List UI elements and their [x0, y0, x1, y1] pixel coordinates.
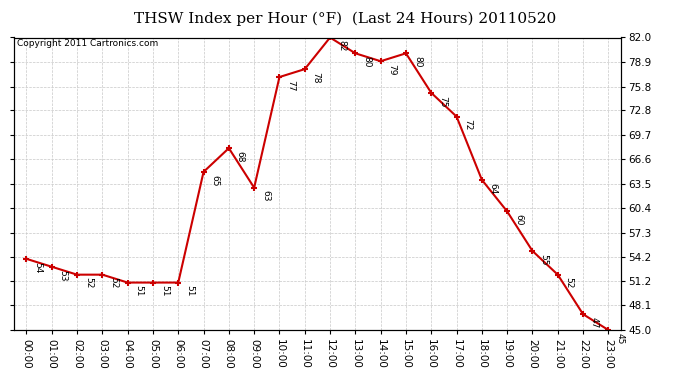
- Text: 65: 65: [210, 175, 219, 186]
- Text: 51: 51: [185, 285, 194, 297]
- Text: 80: 80: [362, 56, 371, 68]
- Text: 45: 45: [615, 333, 624, 344]
- Text: 47: 47: [590, 317, 599, 328]
- Text: 79: 79: [388, 64, 397, 75]
- Text: 51: 51: [135, 285, 144, 297]
- Text: 53: 53: [59, 270, 68, 281]
- Text: 68: 68: [236, 151, 245, 162]
- Text: 52: 52: [564, 278, 573, 289]
- Text: 64: 64: [489, 183, 497, 194]
- Text: 52: 52: [84, 278, 93, 289]
- Text: 55: 55: [540, 254, 549, 265]
- Text: 54: 54: [33, 262, 42, 273]
- Text: 82: 82: [337, 40, 346, 52]
- Text: 52: 52: [109, 278, 118, 289]
- Text: Copyright 2011 Cartronics.com: Copyright 2011 Cartronics.com: [17, 39, 158, 48]
- Text: 75: 75: [438, 96, 447, 107]
- Text: 72: 72: [464, 119, 473, 131]
- Text: 78: 78: [312, 72, 321, 83]
- Text: 51: 51: [160, 285, 169, 297]
- Text: THSW Index per Hour (°F)  (Last 24 Hours) 20110520: THSW Index per Hour (°F) (Last 24 Hours)…: [134, 11, 556, 26]
- Text: 80: 80: [413, 56, 422, 68]
- Text: 63: 63: [261, 190, 270, 202]
- Text: 77: 77: [286, 80, 295, 91]
- Text: 60: 60: [514, 214, 523, 226]
